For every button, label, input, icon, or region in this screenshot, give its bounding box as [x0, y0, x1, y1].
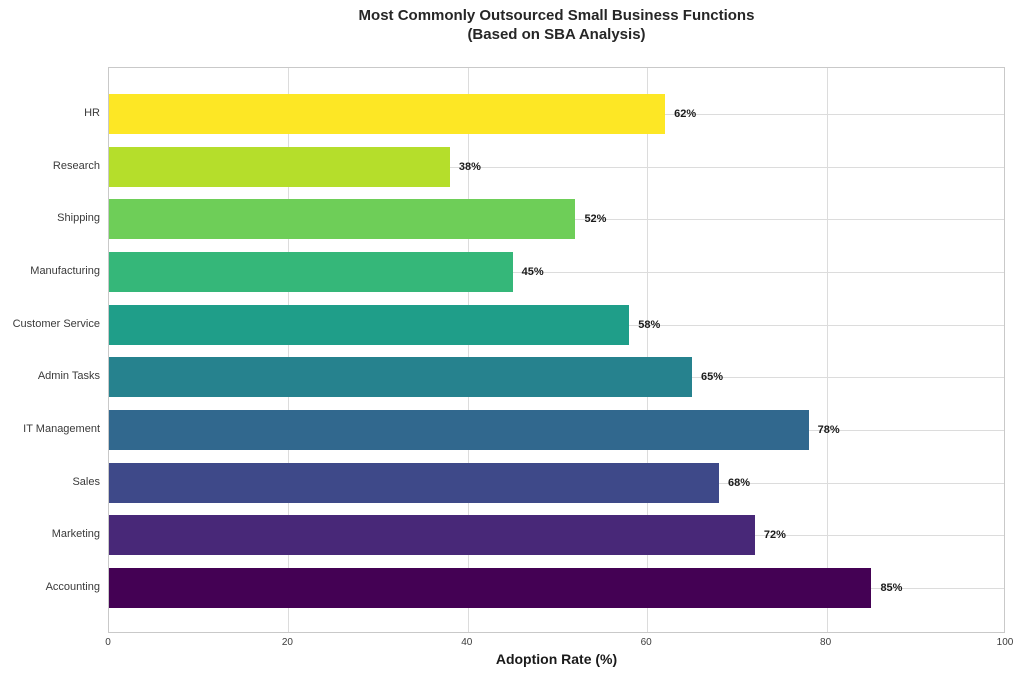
bar-it-management: [109, 410, 809, 450]
gridline-vertical: [467, 68, 469, 632]
bar-sales: [109, 462, 719, 503]
chart-title: Most Commonly Outsourced Small Business …: [358, 7, 755, 24]
bar-value-label: 58%: [638, 318, 661, 331]
bar-value-label: 38%: [458, 160, 481, 173]
y-tick-label: Sales: [72, 475, 100, 488]
bar-value-label: 85%: [880, 582, 903, 594]
y-tick-label: Research: [52, 159, 100, 172]
bar-marketing: [109, 515, 755, 556]
bar-customer-service: [109, 304, 630, 345]
bar-value-label: 52%: [584, 213, 607, 226]
x-tick-label: 60: [640, 637, 652, 648]
gridline-vertical: [826, 68, 828, 632]
x-tick-label: 100: [996, 637, 1014, 648]
y-tick-label: IT Management: [23, 423, 100, 435]
gridline-vertical: [647, 68, 649, 632]
y-tick-label: Manufacturing: [30, 265, 100, 277]
gridline-horizontal: [109, 272, 1004, 273]
bar-hr: [109, 94, 666, 134]
y-tick-label: Admin Tasks: [37, 370, 100, 383]
bar-value-label: 78%: [817, 424, 840, 436]
bar-manufacturing: [109, 252, 513, 292]
bar-value-label: 68%: [727, 476, 750, 489]
bar-accounting: [109, 568, 872, 608]
x-tick-label: 40: [461, 637, 473, 648]
chart-title-block: Most Commonly Outsourced Small Business …: [108, 6, 1005, 44]
x-tick-label: 0: [105, 637, 111, 648]
x-tick-label: 20: [281, 637, 293, 648]
bar-research: [109, 146, 450, 187]
y-tick-label: Shipping: [57, 212, 100, 225]
bar-admin-tasks: [109, 357, 693, 398]
y-tick-label: Marketing: [51, 528, 100, 541]
y-tick-label: HR: [84, 107, 100, 119]
bar-shipping: [109, 199, 576, 240]
chart-subtitle: (Based on SBA Analysis): [467, 26, 646, 43]
bar-value-label: 62%: [674, 108, 697, 120]
bar-value-label: 65%: [701, 371, 724, 384]
gridline-vertical: [288, 68, 290, 632]
y-tick-label: Customer Service: [12, 317, 100, 330]
gridline-horizontal: [109, 166, 1004, 168]
x-tick-label: 80: [820, 637, 832, 648]
plot-area: 62% 38% 52% 45% 58% 65% 78% 68% 72% 85%: [108, 67, 1005, 633]
y-tick-label: Accounting: [45, 581, 100, 593]
bar-value-label: 72%: [763, 529, 786, 542]
x-axis-title: Adoption Rate (%): [495, 651, 618, 667]
bar-value-label: 45%: [521, 266, 544, 278]
